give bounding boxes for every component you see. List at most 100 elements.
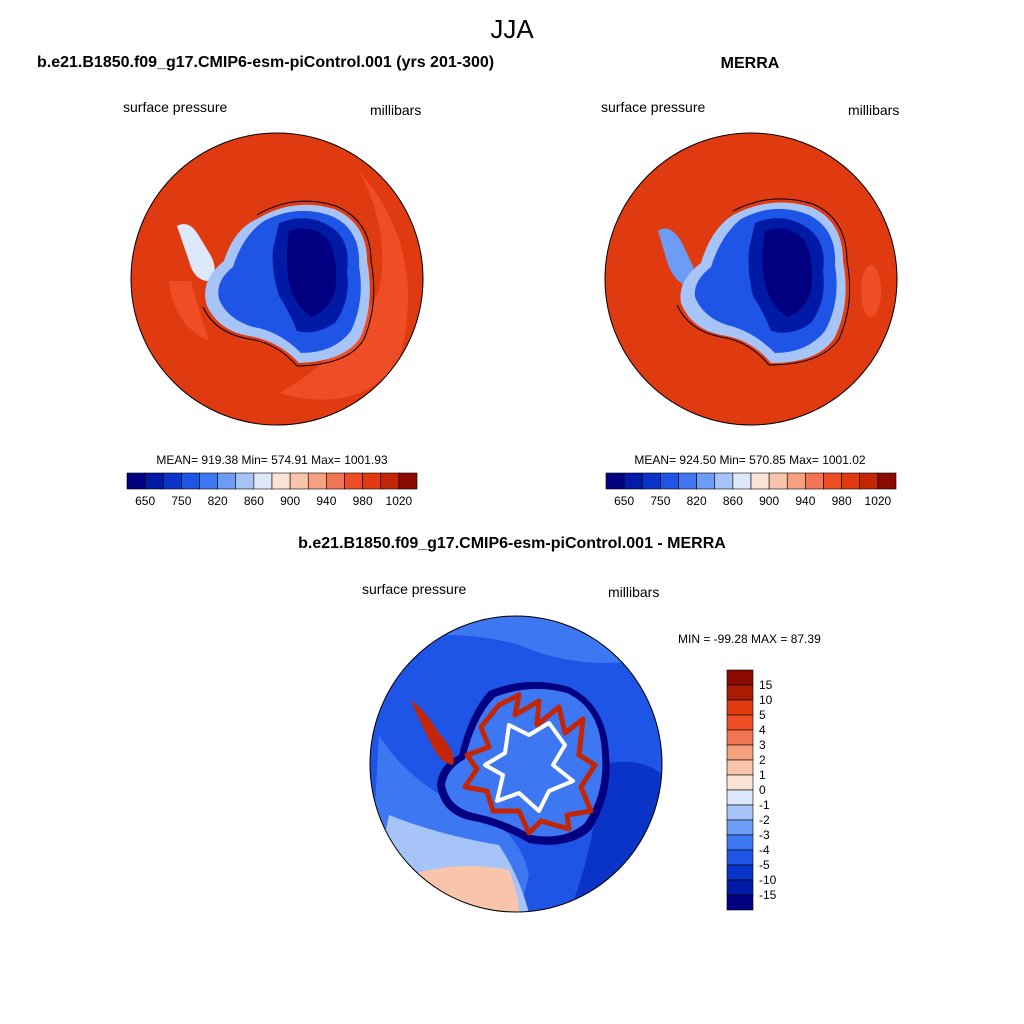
colorbar-tick-label: 900 <box>759 494 780 508</box>
panel1-right-label: millibars <box>370 102 422 118</box>
panel2-title: MERRA <box>720 55 780 72</box>
panel2-left-label: surface pressure <box>601 99 706 115</box>
panel2-map <box>604 132 898 426</box>
colorbar-box <box>768 472 788 490</box>
colorbar-box <box>726 684 754 701</box>
panel2-antarctica-plateau <box>762 228 813 317</box>
panel1-antarctica-plateau <box>286 228 337 317</box>
colorbar-box <box>726 879 754 896</box>
panel2-colorbar <box>605 472 897 490</box>
panel3-stats: MIN = -99.28 MAX = 87.39 <box>678 632 821 646</box>
colorbar-box <box>726 744 754 761</box>
colorbar-box <box>605 472 625 490</box>
colorbar-box <box>726 774 754 791</box>
panel3-colorbar-ticks: 15 10 5 4 3 2 1 0 -1 -2 -3 -4 -5 -10 -15 <box>759 670 799 910</box>
colorbar-tick-label: -5 <box>759 858 770 872</box>
colorbar-box <box>217 472 237 490</box>
panel1-coastline <box>202 200 375 367</box>
colorbar-box <box>181 472 200 490</box>
panel3-left-label: surface pressure <box>362 581 467 597</box>
colorbar-box <box>344 472 363 490</box>
panel2-map-border <box>604 132 898 426</box>
panel1-title: b.e21.B1850.f09_g17.CMIP6-esm-piControl.… <box>37 54 495 71</box>
colorbar-tick-label: 980 <box>352 494 373 508</box>
colorbar-box <box>326 472 345 490</box>
panel1-stats: MEAN= 919.38 Min= 574.91 Max= 1001.93 <box>156 453 388 467</box>
colorbar-box <box>726 894 754 911</box>
panel3-antarctica-pattern-red <box>462 692 598 836</box>
colorbar-tick-label: 1020 <box>864 494 892 508</box>
colorbar-box <box>726 819 754 836</box>
colorbar-box <box>199 472 218 490</box>
colorbar-tick-label: 820 <box>686 494 707 508</box>
colorbar-box <box>660 472 679 490</box>
colorbar-box <box>235 472 255 490</box>
colorbar-tick-label: 750 <box>650 494 671 508</box>
colorbar-tick-label: 10 <box>759 693 773 707</box>
colorbar-box <box>726 699 754 716</box>
colorbar-tick-label: 980 <box>831 494 852 508</box>
colorbar-box <box>362 472 382 490</box>
colorbar-box <box>307 472 327 490</box>
panel1-peninsula <box>177 223 215 281</box>
colorbar-box <box>162 472 182 490</box>
colorbar-tick-label: 4 <box>759 723 766 737</box>
colorbar-box <box>144 472 164 490</box>
panel2-right-label: millibars <box>848 102 900 118</box>
colorbar-box <box>726 714 754 731</box>
colorbar-tick-label: -15 <box>759 888 777 902</box>
panel3-antarctica-pattern-white <box>483 721 575 813</box>
colorbar-box <box>289 472 309 490</box>
colorbar-tick-label: -2 <box>759 813 770 827</box>
colorbar-box <box>726 864 754 881</box>
panel3-right-label: millibars <box>608 584 660 600</box>
colorbar-tick-label: 650 <box>614 494 635 508</box>
colorbar-tick-label: -4 <box>759 843 770 857</box>
colorbar-box <box>726 759 754 776</box>
colorbar-tick-label: 940 <box>316 494 337 508</box>
colorbar-tick-label: 820 <box>207 494 228 508</box>
panel3-title: b.e21.B1850.f09_g17.CMIP6-esm-piControl.… <box>298 535 726 552</box>
colorbar-box <box>623 472 643 490</box>
panel2-colorbar-ticks: 650 750 820 860 900 940 980 1020 <box>606 494 896 508</box>
colorbar-tick-label: -3 <box>759 828 770 842</box>
panel3-peninsula <box>411 700 454 765</box>
colorbar-box <box>678 472 697 490</box>
colorbar-box <box>253 472 273 490</box>
colorbar-tick-label: 3 <box>759 738 766 752</box>
panel1-colorbar-ticks: 650 750 820 860 900 940 980 1020 <box>127 494 417 508</box>
colorbar-box <box>714 472 734 490</box>
panel1-left-label: surface pressure <box>123 99 228 115</box>
colorbar-tick-label: 940 <box>795 494 816 508</box>
colorbar-tick-label: 5 <box>759 708 766 722</box>
panel1-map <box>130 132 424 426</box>
panel1-ocean-band <box>279 171 408 400</box>
colorbar-tick-label: 860 <box>722 494 743 508</box>
colorbar-tick-label: 750 <box>171 494 192 508</box>
colorbar-box <box>859 472 879 490</box>
panel1-colorbar <box>126 472 418 490</box>
colorbar-tick-label: 15 <box>759 678 773 692</box>
colorbar-box <box>726 849 754 866</box>
colorbar-tick-label: -1 <box>759 798 770 812</box>
colorbar-box <box>786 472 806 490</box>
colorbar-tick-label: -10 <box>759 873 777 887</box>
colorbar-box <box>696 472 716 490</box>
panel2-ocean-patch <box>861 265 881 317</box>
colorbar-box <box>726 729 754 746</box>
colorbar-tick-label: 1020 <box>385 494 413 508</box>
colorbar-box <box>750 472 770 490</box>
colorbar-box <box>126 472 146 490</box>
colorbar-box <box>732 472 752 490</box>
panel3-map <box>369 615 663 913</box>
panel1-ocean-band-west <box>169 281 209 341</box>
colorbar-box <box>271 472 291 490</box>
colorbar-box <box>877 472 897 490</box>
colorbar-tick-label: 2 <box>759 753 766 767</box>
panel3-map-border <box>369 615 663 913</box>
colorbar-box <box>805 472 824 490</box>
colorbar-box <box>726 789 754 806</box>
panel2-peninsula <box>658 228 695 286</box>
panel2-coastline <box>676 198 851 366</box>
colorbar-box <box>641 472 661 490</box>
